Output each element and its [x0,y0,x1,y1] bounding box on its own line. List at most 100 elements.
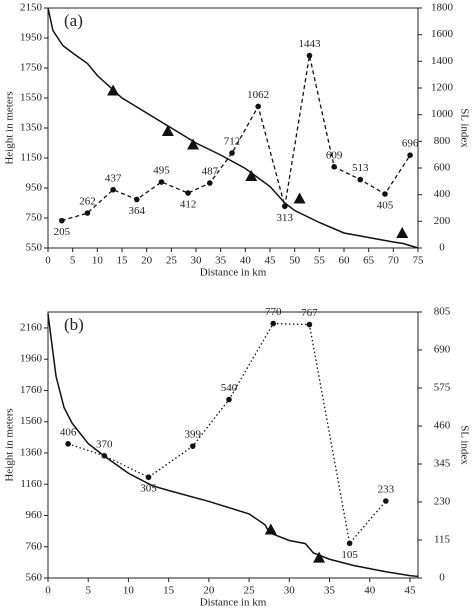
knickpoint [264,523,277,535]
y2-tick-label: 0 [439,572,445,584]
data-point [189,443,196,449]
value-label: 1062 [247,89,269,101]
y-tick-label: 750 [26,212,43,224]
x-tick-label: 30 [191,255,203,267]
data-point [145,474,152,481]
x-axis-label: Distance in km [200,267,267,279]
x-tick-label: 25 [166,255,178,267]
data-point [346,540,353,547]
data-point [357,176,364,183]
panel-label: (a) [64,11,83,30]
x-tick-label: 45 [404,585,416,597]
y2-tick-label: 230 [434,496,451,508]
x-tick-label: 5 [85,585,91,597]
series-line [47,7,419,249]
value-label: 370 [96,438,113,450]
knickpoint [313,551,326,563]
x-tick-label: 25 [244,585,256,597]
y2-tick-label: 200 [434,215,451,227]
x-tick-label: 35 [215,255,227,267]
value-label: 262 [79,196,96,208]
y2-tick-label: 600 [434,162,451,174]
y2-tick-label: 800 [434,135,451,147]
y-tick-label: 1950 [20,32,43,44]
y2-axis-label: SL index [458,425,470,465]
x-tick-label: 60 [339,255,351,267]
y2-tick-label: 1600 [431,28,454,40]
x-tick-label: 5 [70,255,76,267]
value-label: 405 [377,200,394,212]
value-label: 712 [224,136,241,148]
y-tick-label: 550 [26,242,43,254]
x-tick-label: 15 [163,585,175,597]
y-tick-label: 1750 [20,62,43,74]
y2-tick-label: 115 [434,534,451,546]
data-point [306,52,313,59]
y2-axis-label: SL index [458,108,470,148]
y-axis-label: Height in meters [4,408,16,481]
y2-tick-label: 1200 [431,82,454,94]
series-line [47,313,419,578]
value-label: 364 [129,205,146,217]
x-tick-label: 35 [324,585,336,597]
y-tick-label: 1160 [20,478,42,490]
x-axis-label: Distance in km [200,597,267,609]
y2-tick-label: 400 [434,188,451,200]
y-tick-label: 1360 [20,447,43,459]
data-point [185,190,191,196]
x-tick-label: 55 [314,255,326,267]
x-tick-label: 30 [284,585,296,597]
value-label: 540 [221,382,238,394]
x-tick-label: 65 [363,255,375,267]
y-tick-label: 1560 [20,415,43,427]
value-label: 1443 [298,38,321,50]
knickpoint [245,170,258,181]
y2-tick-label: 805 [434,306,451,318]
data-point [407,152,413,158]
y-tick-label: 760 [26,540,43,552]
y-tick-label: 1350 [20,122,43,134]
y2-tick-label: 345 [434,458,451,470]
series-line [67,322,387,545]
y-tick-label: 560 [26,572,43,584]
y-tick-label: 2150 [20,2,43,14]
y-tick-label: 1550 [20,92,43,104]
data-point [255,103,261,110]
x-tick-label: 10 [92,255,104,267]
y-tick-label: 960 [26,509,43,521]
y-tick-label: 1960 [20,353,43,365]
data-point [382,191,388,197]
y-axis-label: Height in meters [4,91,16,164]
value-label: 412 [180,199,197,211]
data-point [59,217,65,224]
value-label: 313 [277,212,294,224]
knickpoint [396,227,409,238]
y2-tick-label: 1800 [431,2,454,14]
value-label: 487 [202,166,219,178]
value-label: 406 [60,426,77,438]
data-point [331,164,337,170]
panel-label: (b) [64,315,84,334]
data-point [306,321,313,328]
data-point [158,179,165,185]
knickpoint [161,125,174,136]
value-label: 495 [153,165,170,177]
value-label: 437 [105,172,122,184]
knickpoint [187,138,200,150]
data-point [270,320,277,327]
plot-frame [47,311,419,579]
y2-tick-label: 575 [434,382,451,394]
value-label: 233 [378,484,395,496]
y-tick-label: 2160 [20,321,43,333]
data-point [110,186,116,193]
data-point [134,196,140,203]
data-point [101,452,108,459]
x-tick-label: 0 [45,585,51,597]
x-tick-label: 70 [388,255,400,267]
y2-tick-label: 690 [434,344,451,356]
y2-tick-label: 1000 [431,108,454,120]
value-label: 770 [265,306,282,318]
x-tick-label: 40 [364,585,376,597]
y-tick-label: 1760 [20,384,43,396]
